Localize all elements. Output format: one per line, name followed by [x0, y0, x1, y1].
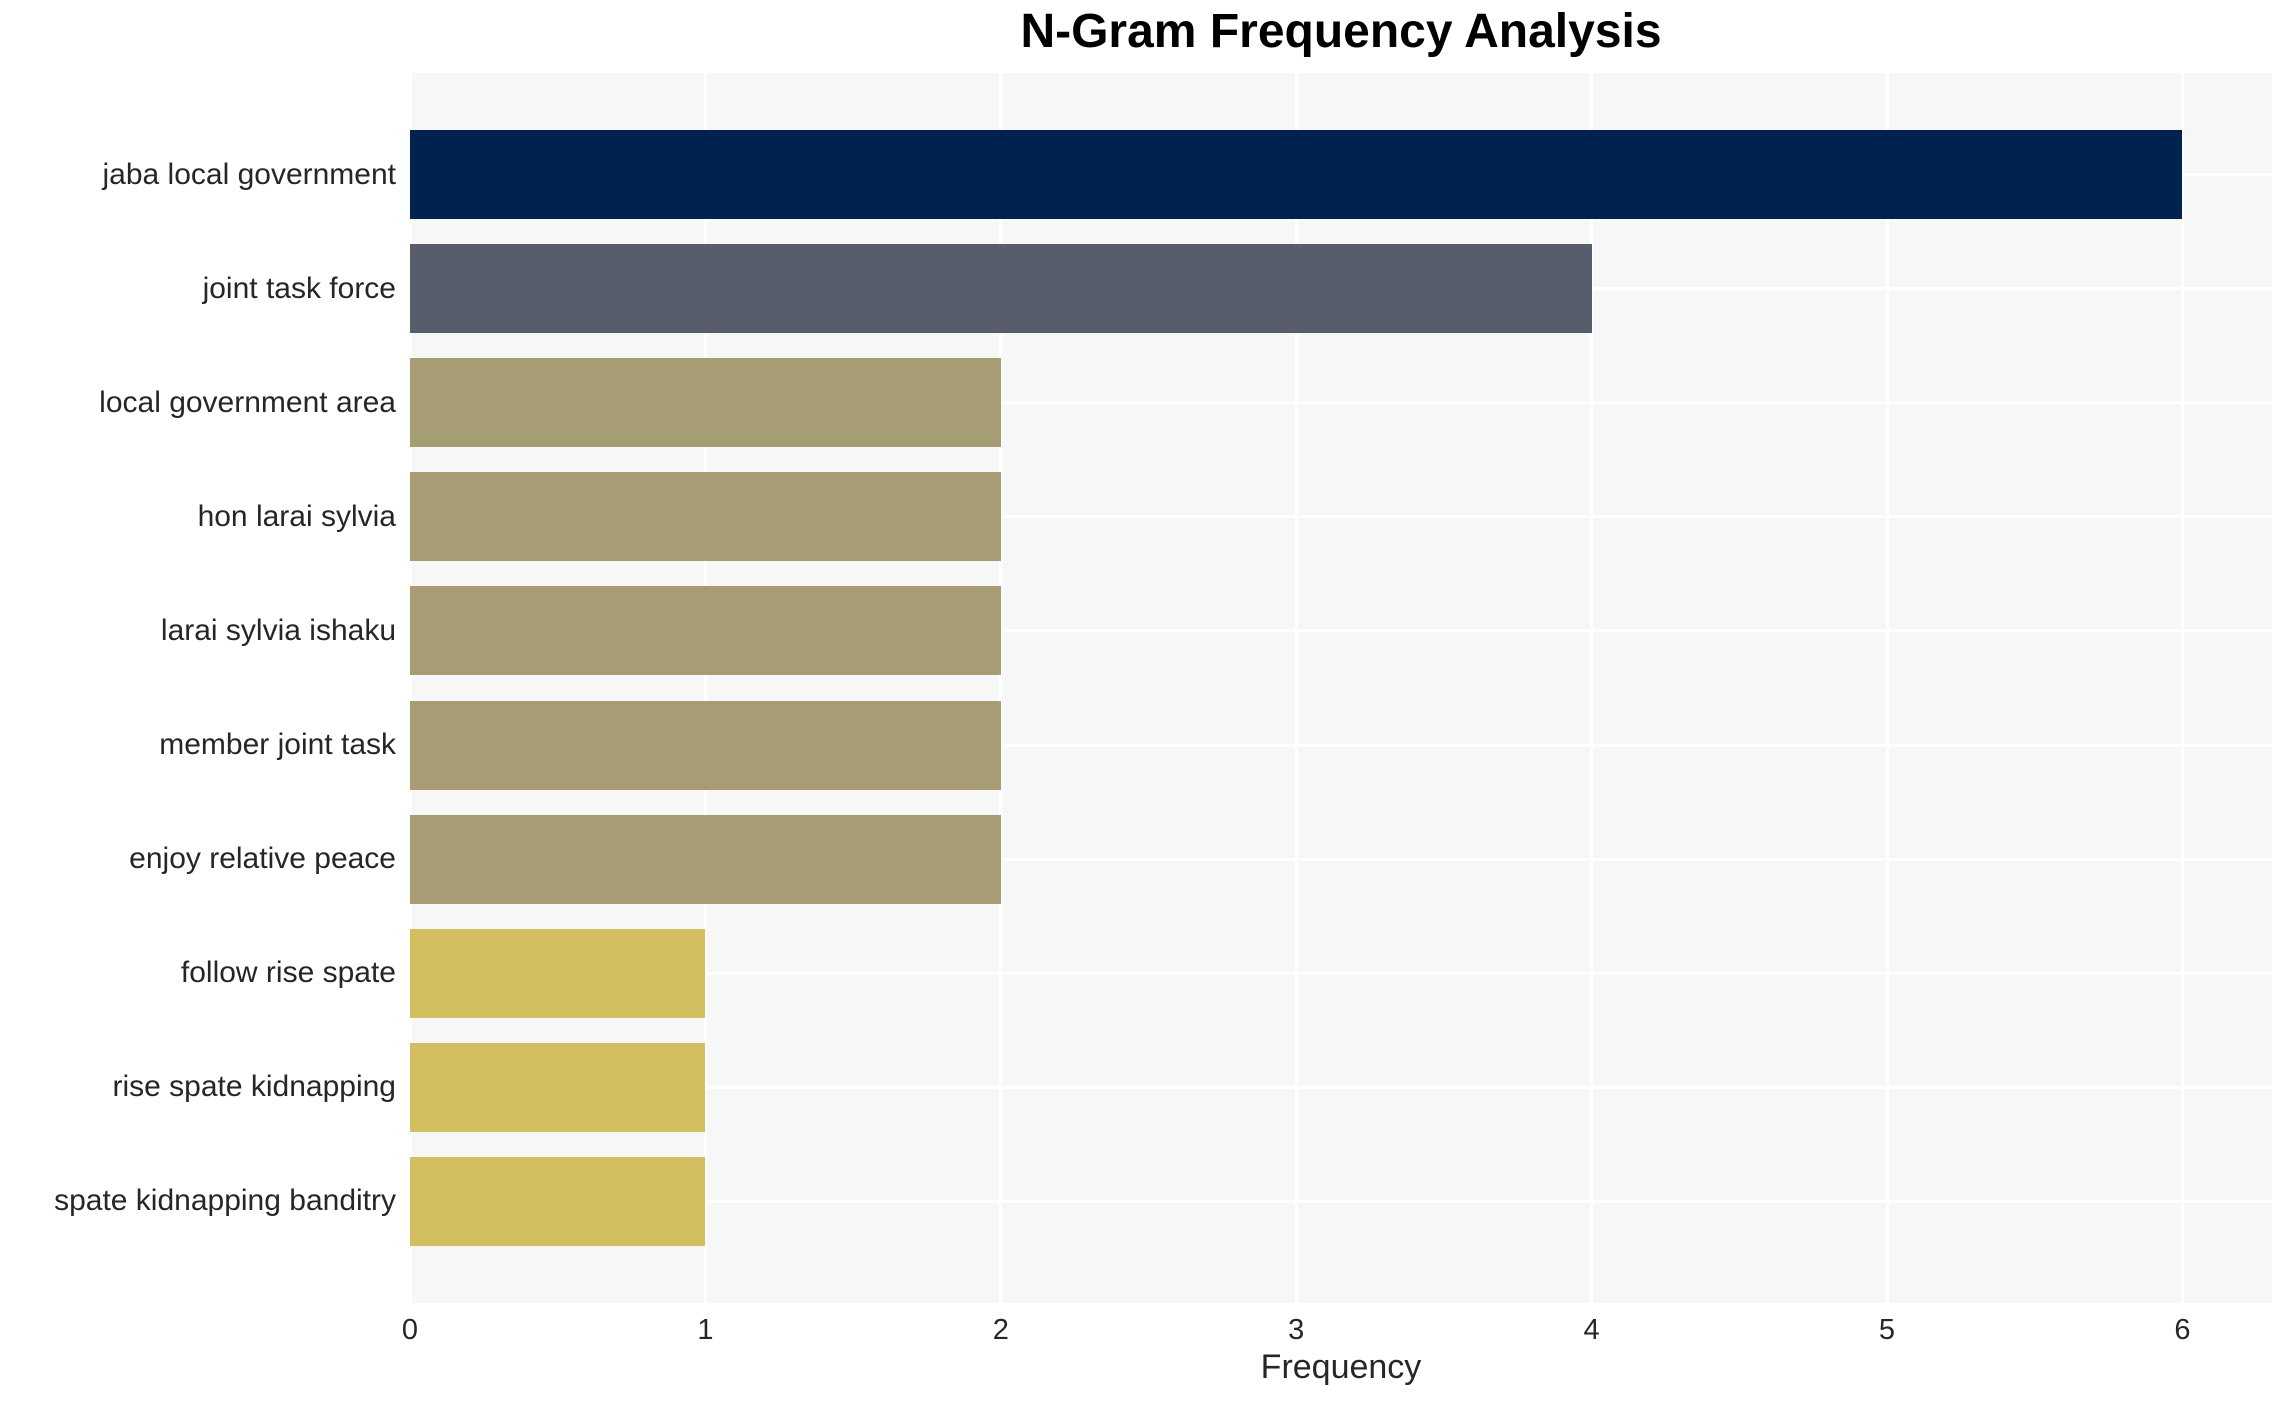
category-label: enjoy relative peace [129, 842, 396, 876]
bar [410, 358, 1001, 448]
gridline-horizontal [410, 857, 2272, 861]
bar [410, 1042, 706, 1132]
gridline-vertical [2180, 73, 2184, 1303]
bar [410, 586, 1001, 676]
x-tick-label: 6 [2174, 1314, 2191, 1346]
gridline-horizontal [410, 971, 2272, 975]
gridline-horizontal [410, 1085, 2272, 1089]
x-tick-label: 0 [401, 1314, 419, 1346]
category-label: hon larai sylvia [197, 499, 396, 533]
x-tick-label: 5 [1878, 1314, 1896, 1346]
gridline-vertical [1590, 73, 1594, 1303]
bar [410, 814, 1001, 904]
plot-area [408, 73, 2272, 1303]
gridline-horizontal [410, 743, 2272, 747]
gridline-vertical [408, 73, 412, 1303]
category-label: rise spate kidnapping [112, 1070, 396, 1104]
bar [410, 928, 706, 1018]
bar [410, 130, 2183, 219]
x-tick-label: 1 [697, 1314, 714, 1346]
bar [410, 244, 1592, 334]
gridline-horizontal [410, 629, 2272, 633]
gridline-vertical [703, 73, 707, 1303]
x-tick-label: 4 [1583, 1314, 1600, 1346]
bar [410, 1156, 706, 1246]
gridline-vertical [1885, 73, 1889, 1303]
bar [410, 700, 1001, 790]
category-label: joint task force [202, 271, 396, 305]
category-label: member joint task [159, 728, 396, 761]
category-label: spate kidnapping banditry [54, 1184, 396, 1218]
gridline-vertical [1294, 73, 1298, 1303]
x-tick-label: 3 [1288, 1314, 1305, 1346]
x-axis-title: Frequency [1260, 1348, 1422, 1386]
gridline-horizontal [410, 515, 2272, 519]
x-tick-label: 2 [992, 1314, 1009, 1346]
bar [410, 472, 1001, 562]
gridline-horizontal [410, 1199, 2272, 1203]
category-label: larai sylvia ishaku [160, 613, 396, 647]
category-label: local government area [99, 385, 396, 419]
chart-title: N-Gram Frequency Analysis [1020, 5, 1662, 58]
category-label: follow rise spate [180, 956, 396, 990]
category-label: jaba local government [102, 157, 396, 191]
gridline-vertical [999, 73, 1003, 1303]
gridline-horizontal [410, 401, 2272, 405]
